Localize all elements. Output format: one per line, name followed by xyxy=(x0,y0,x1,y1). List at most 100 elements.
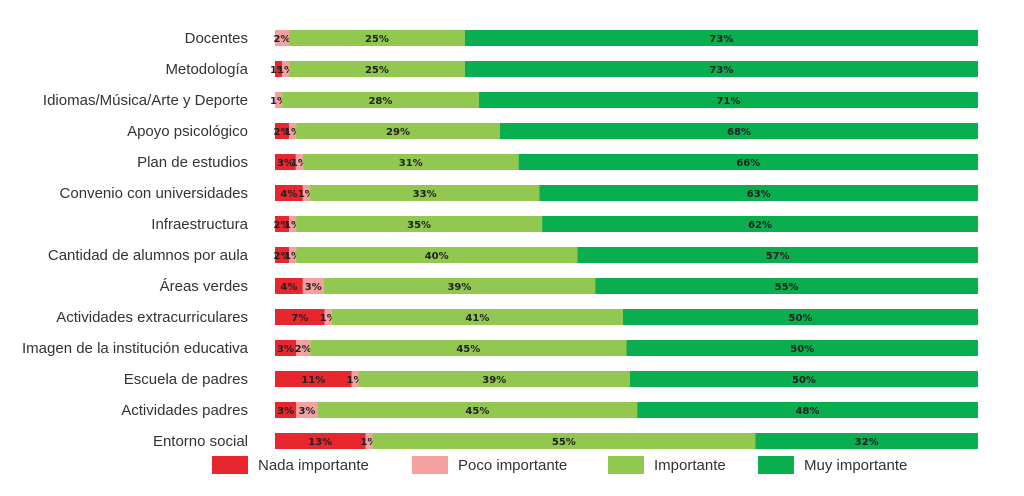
data-label: 32% xyxy=(855,437,879,448)
legend-label: Poco importante xyxy=(458,457,567,474)
category-label: Plan de estudios xyxy=(137,154,248,171)
data-label: 3% xyxy=(277,158,294,169)
data-label: 68% xyxy=(727,127,751,138)
data-label: 28% xyxy=(368,96,392,107)
data-label: 63% xyxy=(747,189,771,200)
data-label: 39% xyxy=(447,282,471,293)
legend-label: Muy importante xyxy=(804,457,907,474)
data-label: 4% xyxy=(280,189,297,200)
bar-segment xyxy=(309,185,540,201)
legend-swatch xyxy=(758,456,794,474)
data-label: 55% xyxy=(775,282,799,293)
bar-segment xyxy=(289,216,297,232)
bar-segment xyxy=(275,123,290,139)
category-labels: Docentes Metodología Idiomas/Música/Arte y… xyxy=(22,30,249,450)
data-label: 25% xyxy=(365,34,389,45)
bar-segment xyxy=(282,61,290,77)
data-label: 1% xyxy=(347,375,364,386)
data-label: 31% xyxy=(399,158,423,169)
bar-segment xyxy=(351,371,359,387)
category-label: Apoyo psicológico xyxy=(127,123,248,140)
category-label: Cantidad de alumnos por aula xyxy=(48,247,249,264)
bar-segment xyxy=(622,309,978,325)
category-label: Entorno social xyxy=(153,433,248,450)
data-label: 1% xyxy=(284,251,301,262)
legend-label: Nada importante xyxy=(258,457,369,474)
data-label: 4% xyxy=(280,282,297,293)
legend-swatch xyxy=(608,456,644,474)
category-label: Idiomas/Música/Arte y Deporte xyxy=(43,92,248,109)
data-label: 1% xyxy=(320,313,337,324)
bar-segment xyxy=(295,154,303,170)
legend-swatch xyxy=(212,456,248,474)
data-label: 73% xyxy=(709,65,733,76)
bar-segment xyxy=(275,216,290,232)
category-label: Infraestructura xyxy=(151,216,248,233)
bar-segment xyxy=(499,123,978,139)
bar-segment xyxy=(275,61,283,77)
data-label: 45% xyxy=(465,406,489,417)
bar-segment xyxy=(372,433,756,449)
data-label: 3% xyxy=(277,344,294,355)
data-label: 2% xyxy=(274,34,291,45)
legend-label: Importante xyxy=(654,457,726,474)
bar-segment xyxy=(595,278,978,294)
category-label: Áreas verdes xyxy=(160,278,248,295)
data-label: 7% xyxy=(291,313,308,324)
bar-segment xyxy=(296,247,578,263)
data-label: 3% xyxy=(277,406,294,417)
data-label: 1% xyxy=(284,220,301,231)
bar-segment xyxy=(275,340,297,356)
bar-segment xyxy=(282,92,479,108)
bar-segment xyxy=(518,154,978,170)
data-label: 1% xyxy=(270,65,287,76)
bar-segment xyxy=(323,278,596,294)
bar-segment xyxy=(275,92,283,108)
bar-segment xyxy=(331,309,623,325)
category-label: Docentes xyxy=(185,30,248,47)
data-label: 1% xyxy=(270,96,287,107)
data-label: 41% xyxy=(465,313,489,324)
data-label: 11% xyxy=(301,375,325,386)
bar-segment xyxy=(275,371,352,387)
data-label: 1% xyxy=(284,127,301,138)
legend-swatch xyxy=(412,456,448,474)
data-label: 2% xyxy=(274,220,291,231)
category-label: Convenio con universidades xyxy=(60,185,248,202)
data-label: 62% xyxy=(748,220,772,231)
bar-segment xyxy=(275,247,290,263)
bar-segment xyxy=(317,402,638,418)
data-label: 48% xyxy=(796,406,820,417)
bar-segment xyxy=(302,185,310,201)
bar-segment xyxy=(289,61,465,77)
bar-segment xyxy=(275,278,303,294)
data-label: 25% xyxy=(365,65,389,76)
bar-segment xyxy=(275,185,303,201)
data-label: 55% xyxy=(552,437,576,448)
bar-segment xyxy=(275,309,325,325)
bar-segment xyxy=(296,402,318,418)
bar-segment xyxy=(478,92,978,108)
data-label: 57% xyxy=(766,251,790,262)
bar-segment xyxy=(289,247,297,263)
bar-segment xyxy=(275,30,290,46)
data-label: 66% xyxy=(736,158,760,169)
bar-segment xyxy=(637,402,978,418)
category-label: Escuela de padres xyxy=(124,371,248,388)
bar-segment xyxy=(275,154,296,170)
data-label: 45% xyxy=(456,344,480,355)
bar-segment xyxy=(296,216,543,232)
data-label: 50% xyxy=(792,375,816,386)
category-label: Metodología xyxy=(165,61,248,78)
bar-segment xyxy=(324,309,332,325)
data-label: 73% xyxy=(709,34,733,45)
category-label: Imagen de la institución educativa xyxy=(22,340,249,357)
data-label: 71% xyxy=(716,96,740,107)
bar-segment xyxy=(275,433,366,449)
data-label: 33% xyxy=(413,189,437,200)
data-label: 29% xyxy=(386,127,410,138)
data-label: 1% xyxy=(360,437,377,448)
data-label: 40% xyxy=(425,251,449,262)
bar-segment xyxy=(296,340,311,356)
